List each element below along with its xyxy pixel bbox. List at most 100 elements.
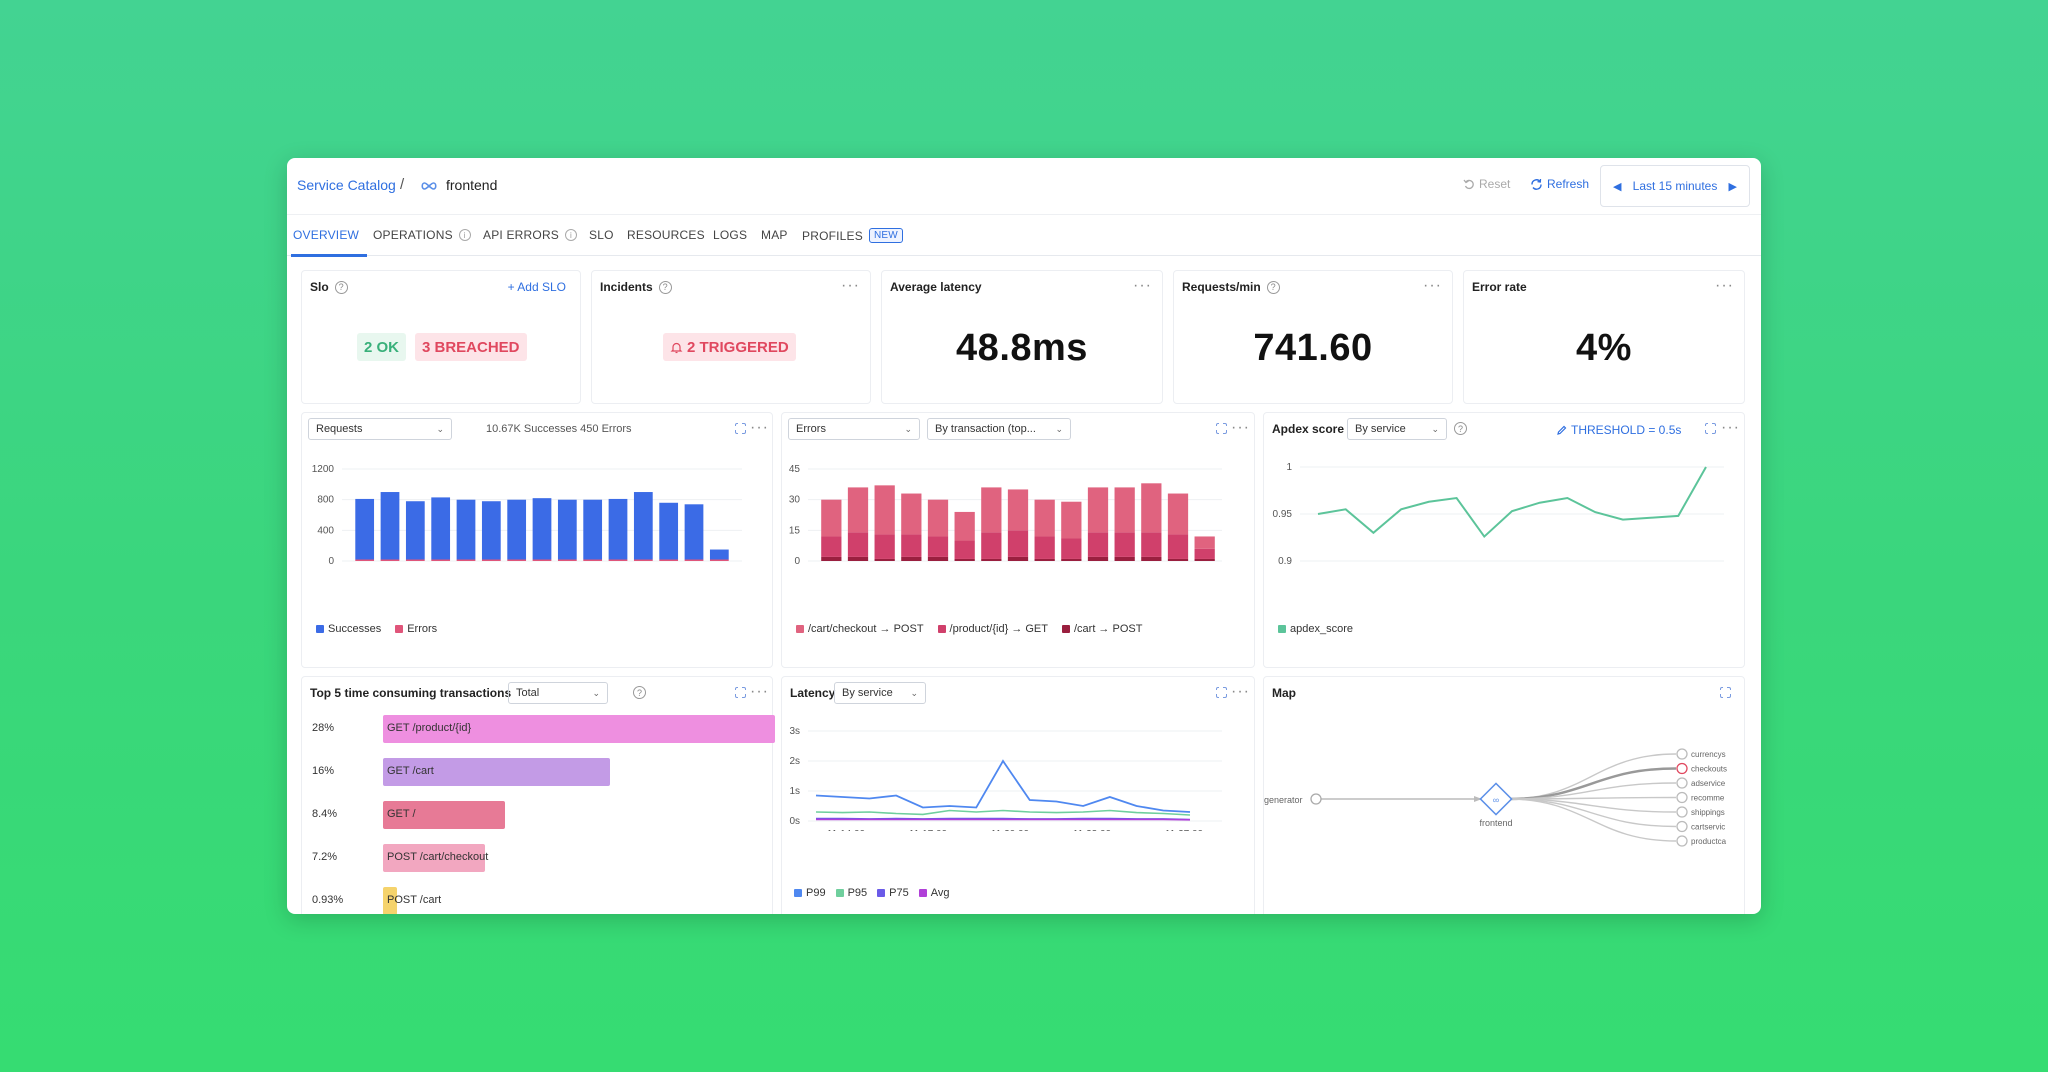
errors-bar[interactable] [456,559,476,562]
errors-bar[interactable] [481,559,501,562]
map-node-target[interactable] [1676,777,1688,789]
apdex-score-line[interactable] [1317,466,1707,539]
tab-api-errors[interactable]: API ERRORS i [483,228,578,242]
errors-groupby-select[interactable]: By transaction (top... ⌄ [927,418,1071,440]
legend-item-successes[interactable]: Successes [316,623,381,635]
transaction-bar[interactable] [383,715,775,743]
more-options-icon[interactable]: ··· [1231,683,1250,700]
map-node-target[interactable] [1676,791,1688,804]
expand-icon[interactable] [734,686,746,698]
cart-checkout-post-bar[interactable] [821,499,842,537]
cart-checkout-post-bar[interactable] [847,487,869,533]
product-get-bar[interactable] [1114,532,1135,557]
errors-bar[interactable] [380,559,400,562]
product-get-bar[interactable] [1194,548,1215,559]
errors-bar[interactable] [583,559,603,562]
successes-bar[interactable] [709,549,729,560]
product-get-bar[interactable] [1061,538,1082,559]
successes-bar[interactable] [481,501,501,560]
cart-checkout-post-bar[interactable] [1087,487,1109,533]
cart-checkout-post-bar[interactable] [1034,499,1055,537]
slo-breached-badge[interactable]: 3 BREACHED [415,333,527,361]
cart-post-bar[interactable] [1167,558,1189,561]
incidents-triggered-badge[interactable]: 2 TRIGGERED [663,333,796,361]
product-get-bar[interactable] [1141,532,1162,557]
more-options-icon[interactable]: ··· [1715,277,1734,294]
more-options-icon[interactable]: ··· [1133,277,1152,294]
map-node-generator[interactable] [1310,793,1322,805]
tab-profiles[interactable]: PROFILES NEW [802,228,903,243]
help-icon[interactable]: ? [633,686,646,699]
tab-slo[interactable]: SLO [589,228,614,242]
cart-post-bar[interactable] [901,556,922,561]
cart-checkout-post-bar[interactable] [901,493,922,535]
cart-checkout-post-bar[interactable] [927,499,949,537]
successes-bar[interactable] [431,497,451,560]
errors-bar[interactable] [659,559,679,562]
chevron-right-icon[interactable]: ▶ [1728,180,1737,193]
expand-icon[interactable] [1719,686,1731,698]
product-get-bar[interactable] [1007,530,1029,557]
cart-post-bar[interactable] [1141,556,1162,561]
cart-checkout-post-bar[interactable] [954,511,975,541]
add-slo-button[interactable]: + Add SLO [507,280,566,294]
successes-bar[interactable] [405,501,425,560]
refresh-button[interactable]: Refresh [1530,177,1589,191]
cart-post-bar[interactable] [1034,558,1055,561]
tab-overview[interactable]: OVERVIEW [293,228,359,242]
cart-checkout-post-bar[interactable] [874,485,895,535]
expand-icon[interactable] [734,422,746,434]
time-range-picker[interactable]: ◀ Last 15 minutes ▶ [1600,165,1750,207]
errors-bar[interactable] [633,559,653,562]
cart-post-bar[interactable] [821,556,842,561]
errors-bar[interactable] [355,559,375,562]
successes-bar[interactable] [583,499,603,560]
map-node-target[interactable] [1676,835,1688,847]
chevron-left-icon[interactable]: ◀ [1613,180,1622,193]
map-node-target[interactable] [1676,762,1688,775]
product-get-bar[interactable] [901,534,922,557]
cart-post-bar[interactable] [874,558,895,561]
product-get-bar[interactable] [874,534,895,559]
more-options-icon[interactable]: ··· [750,419,769,436]
errors-bar[interactable] [557,559,577,562]
map-node-target[interactable] [1676,806,1688,818]
successes-bar[interactable] [507,499,527,560]
cart-checkout-post-bar[interactable] [1167,493,1189,535]
transaction-bar[interactable] [383,844,485,872]
expand-icon[interactable] [1215,422,1227,434]
legend-item-cart-post[interactable]: /cart → POST [1061,623,1142,635]
help-icon[interactable]: ? [334,280,348,294]
errors-bar[interactable] [684,559,704,562]
errors-bar[interactable] [608,559,628,562]
cart-post-bar[interactable] [847,556,869,561]
map-node-target[interactable] [1676,820,1688,833]
more-options-icon[interactable]: ··· [750,683,769,700]
cart-post-bar[interactable] [1061,558,1082,561]
more-options-icon[interactable]: ··· [1423,277,1442,294]
breadcrumb-service-catalog[interactable]: Service Catalog [297,177,396,193]
help-icon[interactable]: ? [658,280,672,294]
slo-ok-badge[interactable]: 2 OK [357,333,407,361]
product-get-bar[interactable] [1034,536,1055,559]
successes-bar[interactable] [557,499,577,560]
product-get-bar[interactable] [1167,534,1189,559]
successes-bar[interactable] [684,504,704,560]
cart-checkout-post-bar[interactable] [1194,536,1215,549]
transaction-bar[interactable] [383,758,611,786]
legend-item-p75[interactable]: P75 [877,887,909,899]
legend-item-avg[interactable]: Avg [918,887,950,899]
errors-bar[interactable] [532,559,552,562]
successes-bar[interactable] [633,492,653,560]
requests-metric-select[interactable]: Requests ⌄ [308,418,452,440]
cart-post-bar[interactable] [954,558,975,561]
errors-metric-select[interactable]: Errors ⌄ [788,418,920,440]
legend-item-cart-checkout-post[interactable]: /cart/checkout → POST [796,623,924,635]
legend-item-product-get[interactable]: /product/{id} → GET [937,623,1048,635]
expand-icon[interactable] [1704,422,1716,434]
legend-item-apdex-score[interactable]: apdex_score [1278,623,1353,635]
product-get-bar[interactable] [1087,532,1109,557]
cart-post-bar[interactable] [981,558,1002,561]
latency-groupby-select[interactable]: By service ⌄ [834,682,926,704]
cart-checkout-post-bar[interactable] [1007,489,1029,531]
